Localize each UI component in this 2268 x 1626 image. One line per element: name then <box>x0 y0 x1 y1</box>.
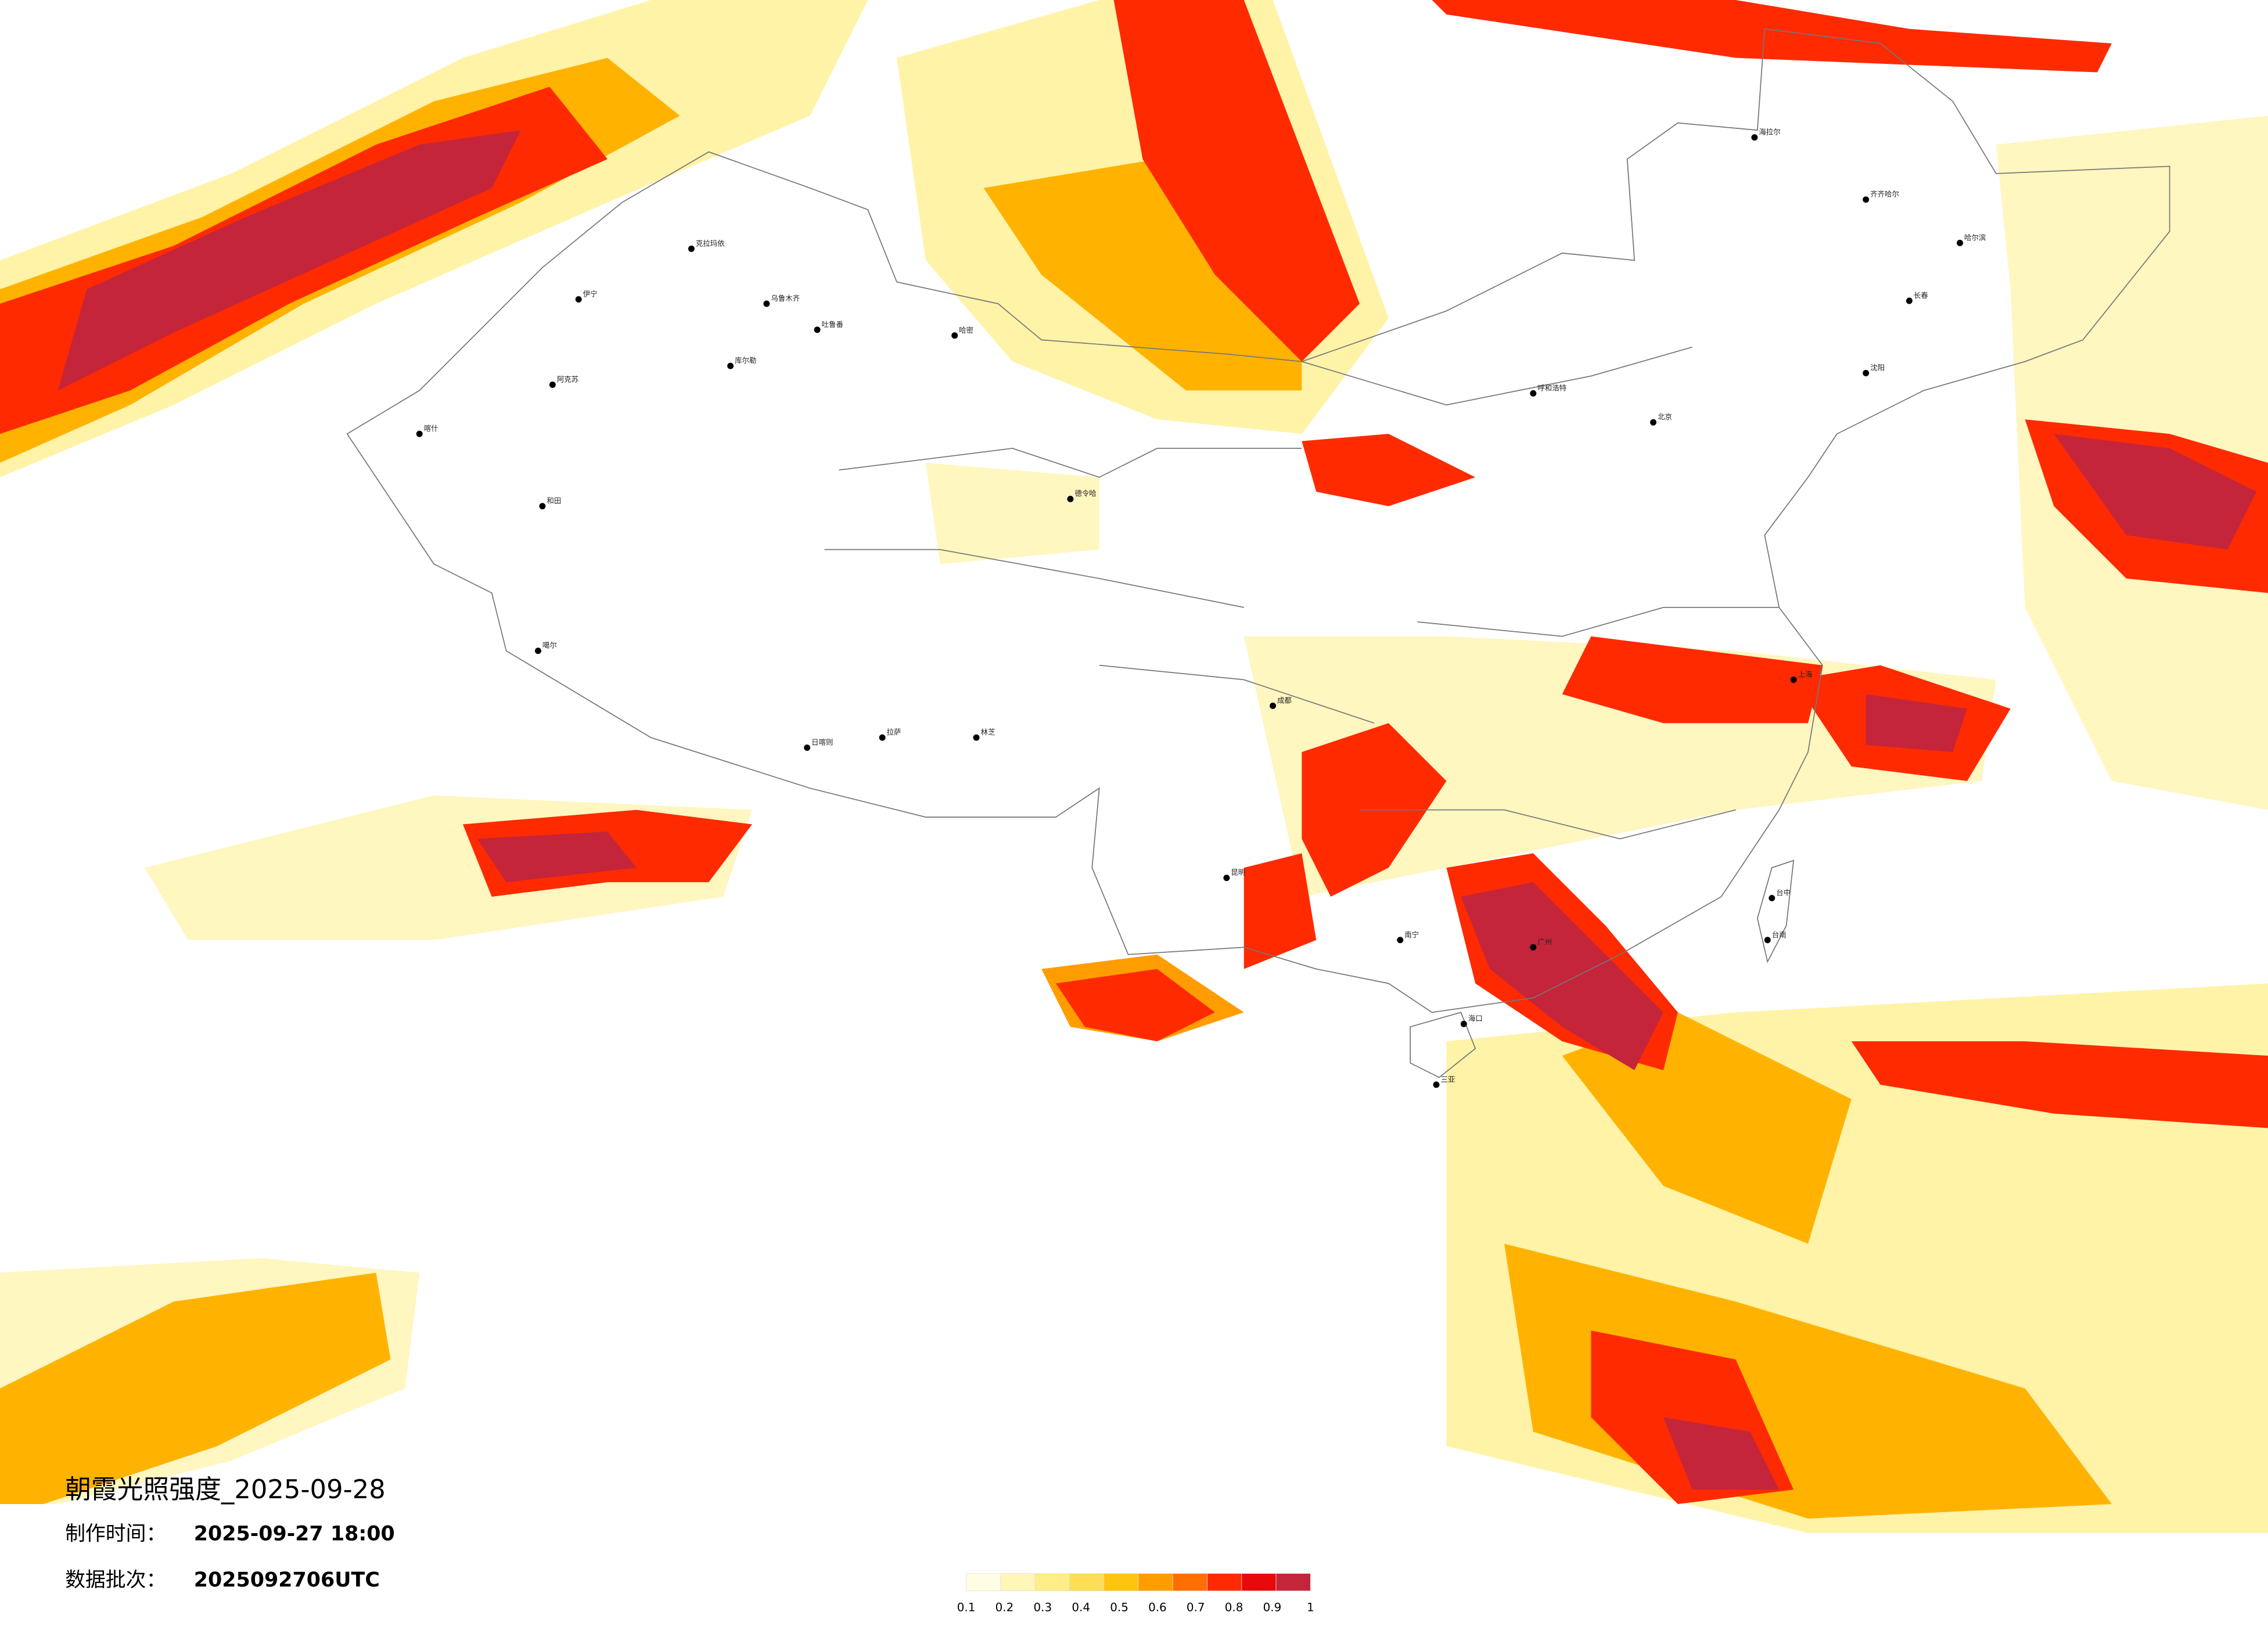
city-dot <box>1530 390 1537 397</box>
city-dot <box>1397 937 1404 944</box>
legend-tick-label: 0.9 <box>1263 1600 1282 1614</box>
city-dot <box>534 647 541 654</box>
legend-swatch <box>966 1573 1001 1591</box>
city-dot <box>814 326 821 333</box>
legend-swatch <box>1275 1573 1311 1591</box>
legend-tick-label: 0.6 <box>1148 1600 1167 1614</box>
city-dot <box>1906 297 1913 304</box>
city-dot <box>1863 196 1870 203</box>
taiwan <box>1756 859 1795 963</box>
city-label: 和田 <box>547 497 561 505</box>
city-dot <box>1764 937 1771 944</box>
city-dot <box>763 300 770 307</box>
city-dot <box>1863 370 1870 377</box>
legend-swatch <box>1241 1573 1277 1591</box>
city-label: 伊宁 <box>583 290 598 298</box>
legend-tick-label: 0.5 <box>1110 1600 1128 1614</box>
city-label: 阿克苏 <box>557 375 578 383</box>
city-dot <box>575 296 582 303</box>
city-label: 日喀则 <box>811 738 833 747</box>
legend-swatch <box>1172 1573 1207 1591</box>
city-dot <box>1223 875 1230 882</box>
city-label: 哈密 <box>959 326 973 334</box>
city-dot <box>1270 702 1277 709</box>
city-label: 哈尔滨 <box>1964 233 1986 242</box>
legend-tick-label: 1 <box>1307 1600 1314 1614</box>
city-label: 长春 <box>1914 291 1928 300</box>
city-label: 海口 <box>1468 1014 1483 1023</box>
city-label: 南宁 <box>1404 930 1419 939</box>
legend-swatch <box>1138 1573 1173 1591</box>
info-label: 数据批次： <box>65 1569 166 1592</box>
intensity-field <box>0 0 2268 1533</box>
legend-tick-label: 0.4 <box>1072 1600 1090 1614</box>
legend-swatch <box>1207 1573 1242 1591</box>
city-dot <box>727 362 734 369</box>
city-label: 三亚 <box>1440 1075 1455 1084</box>
city-label: 乌鲁木齐 <box>771 294 800 303</box>
info-value: 2025-09-27 18:00 <box>194 1522 395 1545</box>
city-dot <box>688 245 695 252</box>
legend-swatch <box>1104 1573 1139 1591</box>
city-label: 上海 <box>1798 670 1813 679</box>
city-dot <box>879 734 886 741</box>
city-dot <box>1530 944 1537 951</box>
legend-tick-label: 0.2 <box>995 1600 1014 1614</box>
city-dot <box>1433 1081 1440 1088</box>
legend-swatch <box>1034 1573 1070 1591</box>
city-dot <box>1751 134 1758 141</box>
city-dot <box>1650 419 1657 426</box>
city-dot <box>539 503 546 510</box>
city-label: 北京 <box>1658 412 1672 421</box>
city-dot <box>549 381 556 388</box>
city-label: 广州 <box>1537 937 1552 946</box>
city-dot <box>1769 895 1775 902</box>
city-label: 成都 <box>1277 696 1292 704</box>
map-title: 朝霞光照强度_2025-09-28 <box>65 1474 386 1505</box>
info-label: 制作时间： <box>65 1522 166 1545</box>
legend: 0.1 0.2 0.3 0.4 0.5 0.6 0.7 0.8 0.9 1 <box>957 1573 1314 1614</box>
city-label: 克拉玛依 <box>696 239 725 247</box>
city-label: 昆明 <box>1231 868 1245 877</box>
city-dot <box>804 744 811 751</box>
city-label: 林芝 <box>981 728 995 736</box>
china-outline <box>346 28 2170 1013</box>
city-dot <box>951 332 958 339</box>
city-dot <box>1790 677 1797 683</box>
borders <box>346 28 2170 1078</box>
city-label: 拉萨 <box>887 728 901 736</box>
city-dot <box>973 734 980 741</box>
city-label: 沈阳 <box>1870 364 1885 372</box>
city-label: 呼和浩特 <box>1537 383 1566 392</box>
city-dot <box>1460 1020 1467 1027</box>
city-label: 喀什 <box>424 424 438 433</box>
info-value: 2025092706UTC <box>194 1569 380 1592</box>
city-label: 台中 <box>1776 888 1791 897</box>
city-label: 吐鲁番 <box>822 320 844 329</box>
city-dot <box>1957 239 1964 246</box>
city-dot <box>1067 495 1074 502</box>
province-lines <box>824 346 1780 840</box>
legend-swatch <box>1069 1573 1105 1591</box>
legend-tick-label: 0.8 <box>1225 1600 1243 1614</box>
legend-tick-label: 0.7 <box>1187 1600 1205 1614</box>
legend-swatch <box>1000 1573 1036 1591</box>
city-dot <box>416 430 423 437</box>
city-label: 库尔勒 <box>735 356 756 365</box>
legend-tick-label: 0.1 <box>957 1600 976 1614</box>
city-label: 齐齐哈尔 <box>1870 190 1899 199</box>
hainan <box>1410 1012 1476 1078</box>
city-label: 台南 <box>1772 930 1787 939</box>
city-label: 海拉尔 <box>1759 128 1780 136</box>
city-label: 德令哈 <box>1074 489 1096 498</box>
legend-tick-label: 0.3 <box>1033 1600 1052 1614</box>
city-label: 噶尔 <box>542 641 557 650</box>
